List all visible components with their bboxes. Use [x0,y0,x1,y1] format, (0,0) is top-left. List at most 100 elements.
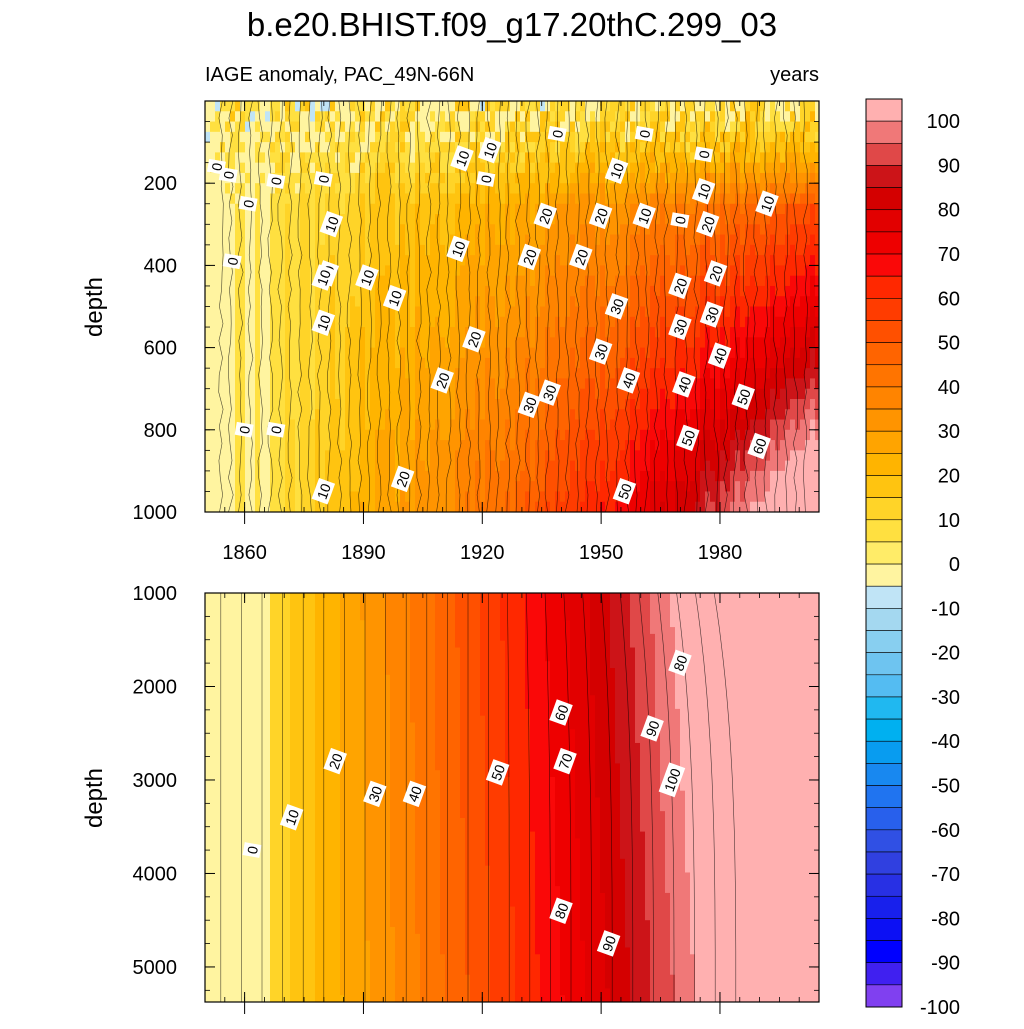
field-cell [515,491,521,503]
lower-panel-field [205,593,819,1002]
field-cell [415,327,421,338]
field-cell [280,121,286,133]
field-cell [455,337,461,349]
field-cell [715,162,721,174]
field-cell [695,491,701,503]
field-cell [780,398,786,410]
field-cell [580,275,586,287]
field-cell [650,306,656,318]
field-cell [610,224,616,236]
field-cell [355,152,361,164]
field-cell [785,440,791,451]
field-cell [700,327,706,338]
field-cell [765,111,771,123]
field-cell [755,244,761,256]
field-cell [275,398,281,410]
field-cell [585,162,591,174]
field-cell [795,244,801,256]
field-cell [555,152,561,164]
field-cell [325,450,331,462]
field-cell [515,121,521,133]
field-cell [595,131,601,143]
field-cell [480,275,486,287]
field-cell [330,357,336,369]
field-cell [690,296,696,308]
field-cell [440,419,446,431]
field-cell [510,470,516,482]
field-cell [420,316,426,328]
field-cell [300,296,306,308]
field-cell [405,203,411,215]
field-cell [230,162,236,174]
field-cell [205,647,211,655]
field-cell [740,203,746,215]
field-cell [455,491,461,503]
field-cell [775,368,781,380]
field-cell [255,142,261,153]
field-cell [675,142,681,153]
field-cell [720,470,726,482]
field-cell [630,450,636,462]
field-cell [260,296,266,308]
field-cell [495,409,501,421]
field-cell [360,388,366,400]
field-cell [275,183,281,195]
field-cell [345,368,351,380]
field-cell [345,440,351,451]
field-cell [335,347,341,359]
field-cell [645,101,651,112]
field-cell [585,111,591,123]
field-cell [330,193,336,205]
field-cell [295,357,301,369]
field-cell [670,409,676,421]
field-cell [710,244,716,256]
field-cell [305,255,311,266]
field-cell [430,316,436,328]
field-cell [280,378,286,390]
field-cell [570,131,576,143]
field-cell [360,111,366,123]
field-cell [490,296,496,308]
field-cell [315,203,321,215]
field-cell [250,327,256,338]
field-cell [455,327,461,338]
field-cell [225,368,231,380]
field-cell [315,131,321,143]
field-cell [430,296,436,308]
field-cell [280,337,286,349]
field-cell [380,203,386,215]
field-cell [470,162,476,174]
field-cell [620,142,626,153]
field-cell [570,265,576,277]
field-cell [515,265,521,277]
field-cell [765,327,771,338]
field-cell [790,285,796,297]
field-cell [590,327,596,338]
field-cell [230,501,236,512]
field-cell [305,214,311,225]
field-cell [800,142,806,153]
field-cell [535,152,541,164]
field-cell [770,296,776,308]
field-cell [240,481,246,493]
field-cell [295,460,301,472]
field-cell [315,450,321,462]
field-cell [420,142,426,153]
field-cell [485,306,491,318]
field-cell [600,388,606,400]
field-cell [415,193,421,205]
field-cell [540,244,546,256]
field-cell [810,388,816,400]
field-cell [345,409,351,421]
field-cell [240,316,246,328]
field-cell [550,152,556,164]
field-cell [790,440,796,451]
field-cell [235,203,241,215]
field-cell [810,357,816,369]
field-cell [615,131,621,143]
field-cell [290,378,296,390]
field-cell [690,327,696,338]
field-cell [450,357,456,369]
field-cell [580,316,586,328]
field-cell [590,131,596,143]
